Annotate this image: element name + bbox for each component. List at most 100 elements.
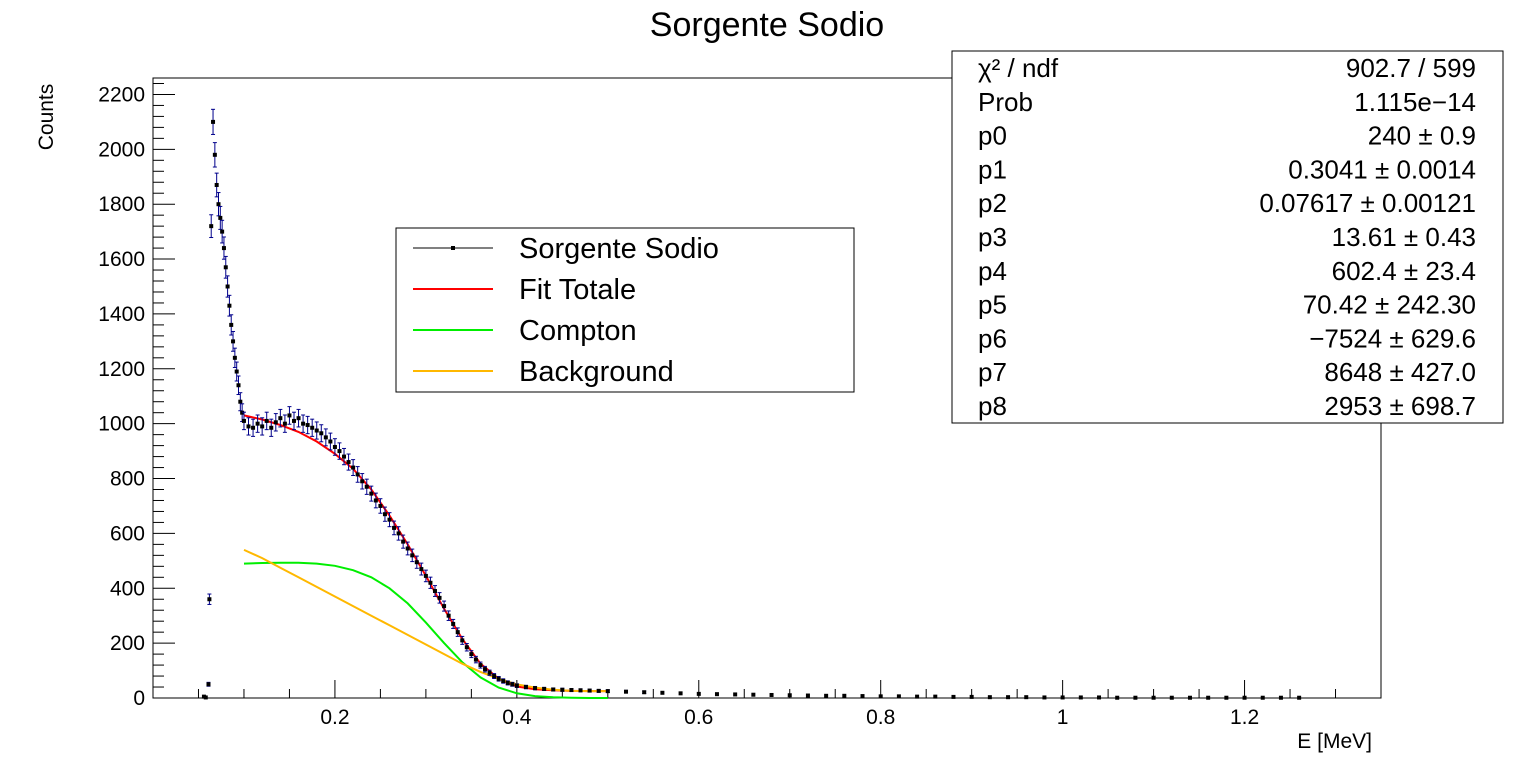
data-marker: [969, 694, 974, 699]
data-point: [227, 294, 232, 317]
data-marker: [405, 546, 410, 551]
data-marker: [510, 682, 515, 687]
data-point: [251, 418, 256, 437]
data-point: [369, 485, 374, 502]
data-marker: [382, 512, 387, 517]
data-point: [241, 411, 246, 431]
data-marker: [337, 449, 342, 454]
data-marker: [278, 416, 283, 421]
data-marker: [214, 182, 219, 187]
data-marker: [455, 630, 460, 635]
data-marker: [878, 694, 883, 699]
data-marker: [342, 454, 347, 459]
stats-label: p7: [978, 357, 1007, 387]
stats-value: 1.115e−14: [1354, 87, 1476, 117]
data-marker: [460, 638, 465, 643]
data-point: [328, 432, 333, 451]
data-point: [596, 688, 601, 693]
data-point: [419, 562, 424, 576]
legend: Sorgente Sodio Fit Totale Compton Backgr…: [395, 227, 855, 393]
stats-label: p1: [978, 154, 1007, 184]
data-marker: [987, 695, 992, 700]
data-point: [1169, 695, 1174, 700]
data-point: [310, 418, 315, 437]
x-tick-label: 1.2: [1230, 706, 1259, 729]
stats-label: Prob: [978, 87, 1033, 117]
data-marker: [301, 421, 306, 426]
data-marker: [287, 413, 292, 418]
data-point: [287, 406, 292, 425]
data-point: [624, 689, 629, 694]
stats-value: 8648 ± 427.0: [1324, 357, 1476, 387]
data-marker: [236, 383, 241, 388]
data-point: [364, 478, 369, 495]
data-point: [314, 421, 319, 440]
data-point: [212, 142, 217, 168]
data-point: [323, 428, 328, 447]
data-marker: [319, 431, 324, 436]
fit-curves: [243, 414, 608, 699]
data-marker: [696, 691, 701, 696]
y-tick-label: 1200: [98, 358, 145, 381]
data-point: [278, 408, 283, 428]
data-point: [473, 655, 478, 664]
data-marker: [419, 567, 424, 572]
data-point: [432, 585, 437, 597]
data-marker: [569, 688, 574, 693]
data-marker: [842, 693, 847, 698]
data-point: [933, 694, 938, 699]
data-point: [505, 680, 510, 686]
data-point: [501, 678, 506, 684]
data-point: [496, 676, 501, 682]
stats-rows: χ² / ndf 902.7 / 599 Prob 1.115e−14 p0 240 ± …: [978, 53, 1476, 421]
data-point: [301, 414, 306, 433]
data-marker: [241, 418, 246, 423]
x-axis: 0.2 0.4 0.6 0.8 1 1.2: [197, 680, 1382, 729]
data-marker: [446, 613, 451, 618]
data-marker: [238, 399, 243, 404]
data-marker: [387, 517, 392, 522]
data-point: [264, 411, 269, 431]
y-tick-label: 400: [110, 577, 145, 600]
data-marker: [264, 418, 269, 423]
stats-value: −7524 ± 629.6: [1309, 323, 1476, 353]
stats-value: 2953 ± 698.7: [1324, 391, 1476, 421]
data-point: [451, 618, 456, 629]
data-marker: [273, 420, 278, 425]
data-marker: [428, 580, 433, 585]
data-point: [211, 108, 216, 135]
data-marker: [860, 694, 865, 699]
data-marker: [714, 692, 719, 697]
stats-label: p3: [978, 222, 1007, 252]
x-tick-label: 0.6: [684, 706, 713, 729]
stats-value: 0.07617 ± 0.00121: [1259, 188, 1476, 218]
data-point: [282, 414, 287, 433]
data-point: [510, 681, 515, 687]
data-marker: [560, 687, 565, 692]
compton-curve: [243, 561, 608, 699]
data-marker: [915, 694, 920, 699]
data-marker: [260, 424, 265, 429]
data-marker: [360, 479, 365, 484]
x-tick-label: 0.2: [320, 706, 349, 729]
data-marker: [234, 369, 239, 374]
data-marker: [314, 428, 319, 433]
data-marker: [203, 695, 208, 700]
data-point: [423, 569, 428, 583]
data-marker: [492, 674, 497, 679]
data-marker: [660, 690, 665, 695]
data-marker: [378, 503, 383, 508]
data-point: [209, 214, 214, 239]
stats-value: 240 ± 0.9: [1368, 121, 1476, 151]
data-marker: [282, 421, 287, 426]
data-marker: [478, 663, 483, 668]
data-marker: [496, 676, 501, 681]
x-axis-label: E [MeV]: [1297, 730, 1372, 753]
data-marker: [346, 460, 351, 465]
data-point: [392, 520, 397, 536]
data-point: [1260, 695, 1265, 700]
data-point: [533, 685, 538, 691]
data-marker: [1151, 695, 1156, 700]
data-point: [1224, 695, 1229, 700]
data-marker: [501, 678, 506, 683]
